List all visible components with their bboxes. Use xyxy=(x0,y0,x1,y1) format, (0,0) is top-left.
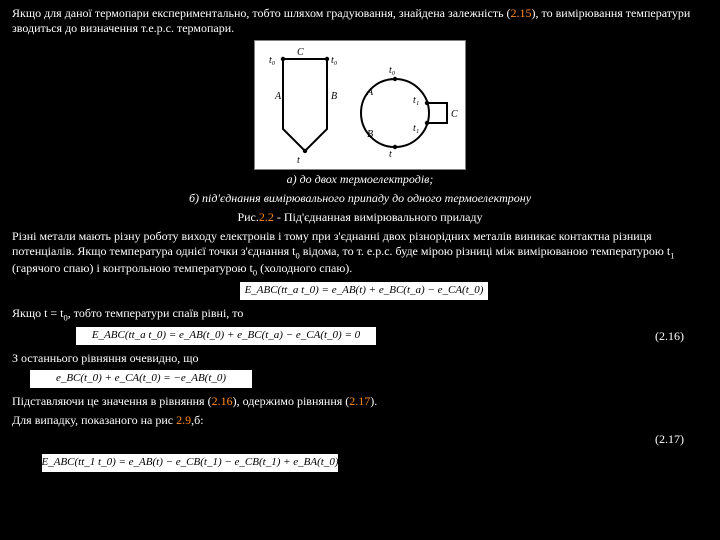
figure-diagram: t₀ t₀ C A B t t₀ A B t t₁ t₁ C xyxy=(254,40,466,170)
svg-text:B: B xyxy=(367,129,373,140)
equation-2: E_ABC(tt_a t_0) = e_AB(t_0) + e_BC(t_a) … xyxy=(76,327,376,345)
svg-text:t₀: t₀ xyxy=(389,65,396,76)
ref-215: 2.15 xyxy=(511,6,532,20)
p6-text-a: Для випадку, показаного на рис xyxy=(12,413,176,427)
p5-text-a: Підставляючи це значення в рівняння ( xyxy=(12,394,212,408)
svg-text:t₁: t₁ xyxy=(413,95,419,106)
equation-4-number: (2.17) xyxy=(655,432,684,447)
ref-216: 2.16 xyxy=(212,394,233,408)
svg-text:A: A xyxy=(366,87,374,98)
svg-text:t₀: t₀ xyxy=(331,55,338,66)
svg-text:t: t xyxy=(389,149,392,160)
svg-text:A: A xyxy=(274,91,282,102)
figure-caption-num: 2.2 xyxy=(259,210,274,224)
equation-2-row: E_ABC(tt_a t_0) = e_AB(t_0) + e_BC(t_a) … xyxy=(12,327,708,347)
p3-text-a: Якщо t = t xyxy=(12,306,64,320)
p5-text-c: ), одержимо рівняння ( xyxy=(233,394,350,408)
figure-caption-c: - Під'єднанная вимірювального приладу xyxy=(274,210,483,224)
svg-text:t₁: t₁ xyxy=(413,123,419,134)
equation-4-number-row: (2.17) xyxy=(12,432,708,450)
p5-text-e: ). xyxy=(370,394,377,408)
svg-text:t₀: t₀ xyxy=(269,55,276,66)
equation-4-row: E_ABC(tt_1 t_0) = e_AB(t) − e_CB(t_1) − … xyxy=(12,454,708,474)
ref-217: 2.17 xyxy=(349,394,370,408)
equation-3: e_BC(t_0) + e_CA(t_0) = −e_AB(t_0) xyxy=(30,370,252,388)
figure-caption-a: Рис. xyxy=(237,210,258,224)
svg-text:B: B xyxy=(331,91,337,102)
svg-text:t: t xyxy=(297,155,300,166)
theory-text-c: (гарячого спаю) і контрольною температур… xyxy=(12,261,253,275)
theory-text-d: (холодного спаю). xyxy=(257,261,352,275)
p3-text-b: , тобто температури спаїв рівні, то xyxy=(68,306,244,320)
equation-3-row: e_BC(t_0) + e_CA(t_0) = −e_AB(t_0) xyxy=(12,370,708,390)
figure-sublabel-a: а) до двох термоелектродів; xyxy=(12,172,708,187)
theory-text-b: відома, то т. е.р.с. буде мірою різниці … xyxy=(300,244,670,258)
figure-sublabel-b: б) під'єднання вимірювального припаду до… xyxy=(12,191,708,206)
equation-2-number: (2.16) xyxy=(655,329,684,344)
intro-text-a: Якщо для даної термопари експериментальн… xyxy=(12,6,511,20)
thermocouple-diagram-svg: t₀ t₀ C A B t t₀ A B t t₁ t₁ C xyxy=(255,41,465,169)
p6-text-c: ,б: xyxy=(191,413,203,427)
equation-1: E_ABC(tt_a t_0) = e_AB(t) + e_BC(t_a) − … xyxy=(240,282,488,300)
equation-1-row: E_ABC(tt_a t_0) = e_AB(t) + e_BC(t_a) − … xyxy=(12,282,708,302)
svg-text:C: C xyxy=(451,109,458,120)
ref-29: 2.9 xyxy=(176,413,191,427)
equation-4: E_ABC(tt_1 t_0) = e_AB(t) − e_CB(t_1) − … xyxy=(42,454,338,472)
p4-text: З останнього рівняння очевидно, що xyxy=(12,351,708,366)
svg-text:C: C xyxy=(297,47,304,58)
